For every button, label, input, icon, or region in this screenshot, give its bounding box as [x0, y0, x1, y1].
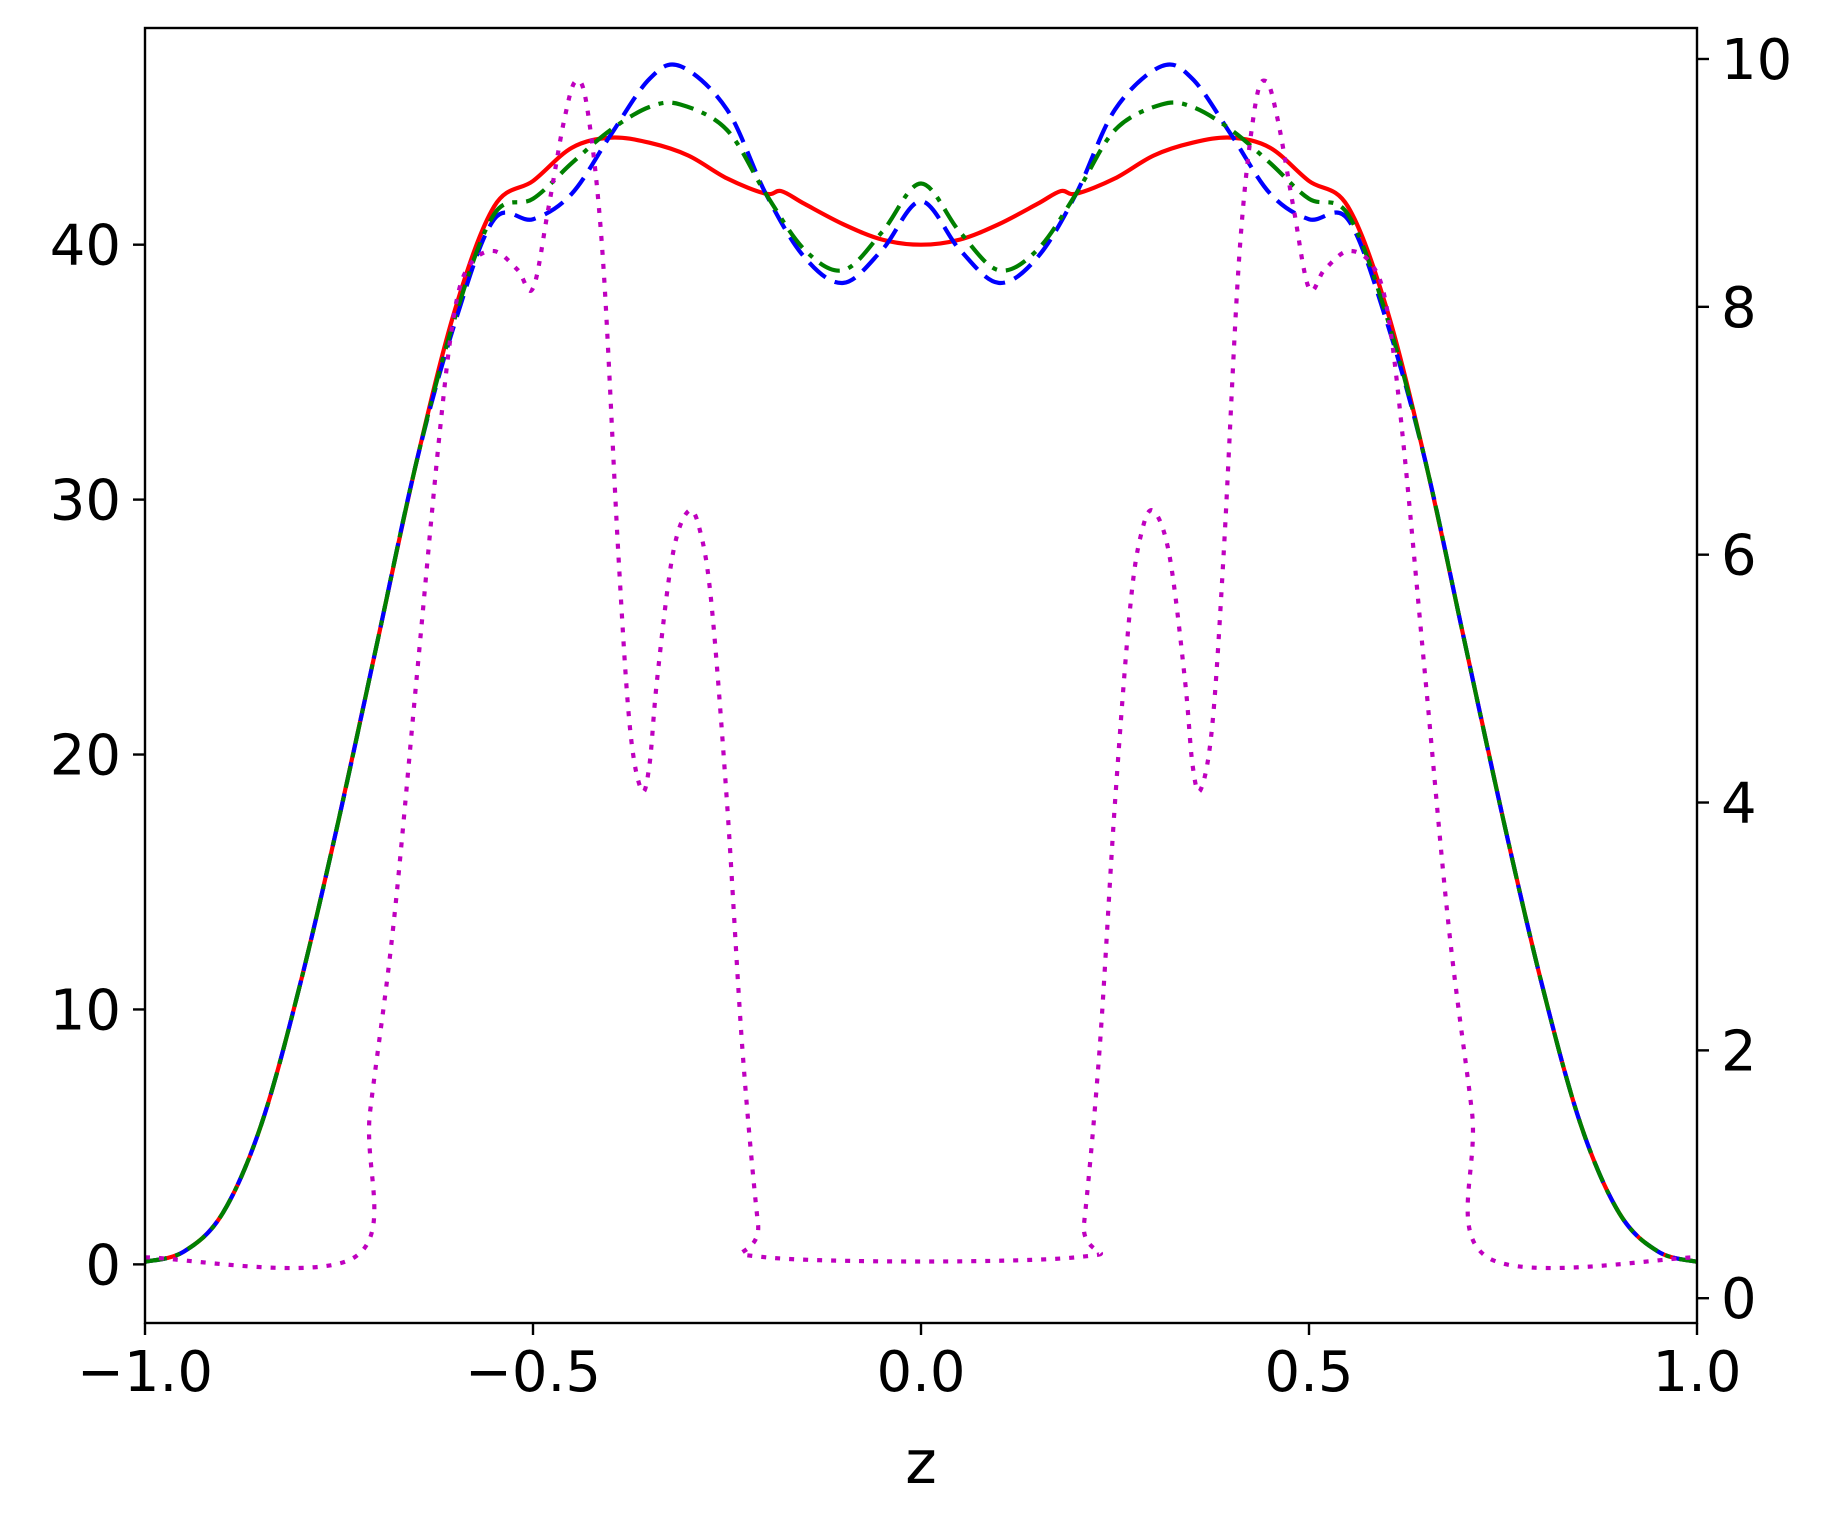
y-right-tick-label: 2: [1721, 1019, 1757, 1084]
y-right-tick-label: 10: [1721, 28, 1792, 93]
x-tick-label: 1.0: [1652, 1340, 1741, 1405]
series-layer: [144, 62, 1698, 1271]
y-axis-left: 0 10 20 30 40: [50, 214, 145, 1298]
y-left-tick-label: 40: [50, 214, 121, 279]
y-left-tick-label: 10: [50, 978, 121, 1043]
series-line-3: [144, 100, 1698, 1264]
x-axis: −1.0 −0.5 0.0 0.5 1.0: [77, 1323, 1742, 1405]
y-right-tick-label: 4: [1721, 772, 1757, 837]
y-left-tick-label: 0: [85, 1233, 121, 1298]
x-tick-label: 0.0: [876, 1340, 965, 1405]
x-tick-label: −0.5: [465, 1340, 601, 1405]
x-axis-title: z: [905, 1428, 937, 1498]
y-axis-right: 0 2 4 6 8 10: [1697, 28, 1792, 1332]
y-right-tick-label: 6: [1721, 524, 1757, 589]
x-tick-label: −1.0: [77, 1340, 213, 1405]
y-right-tick-label: 0: [1721, 1267, 1757, 1332]
y-left-tick-label: 20: [50, 724, 121, 789]
y-right-tick-label: 8: [1721, 276, 1757, 341]
series-line-4: [144, 78, 1698, 1271]
x-tick-label: 0.5: [1264, 1340, 1353, 1405]
y-left-tick-label: 30: [50, 469, 121, 534]
